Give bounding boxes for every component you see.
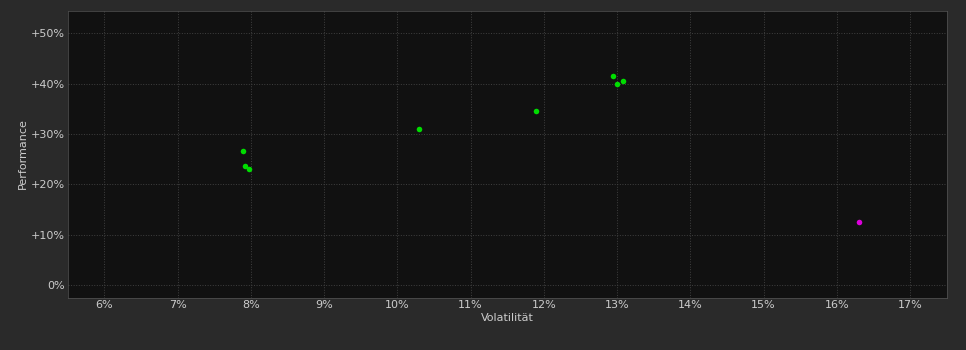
X-axis label: Volatilität: Volatilität — [481, 313, 533, 323]
Y-axis label: Performance: Performance — [18, 119, 28, 189]
